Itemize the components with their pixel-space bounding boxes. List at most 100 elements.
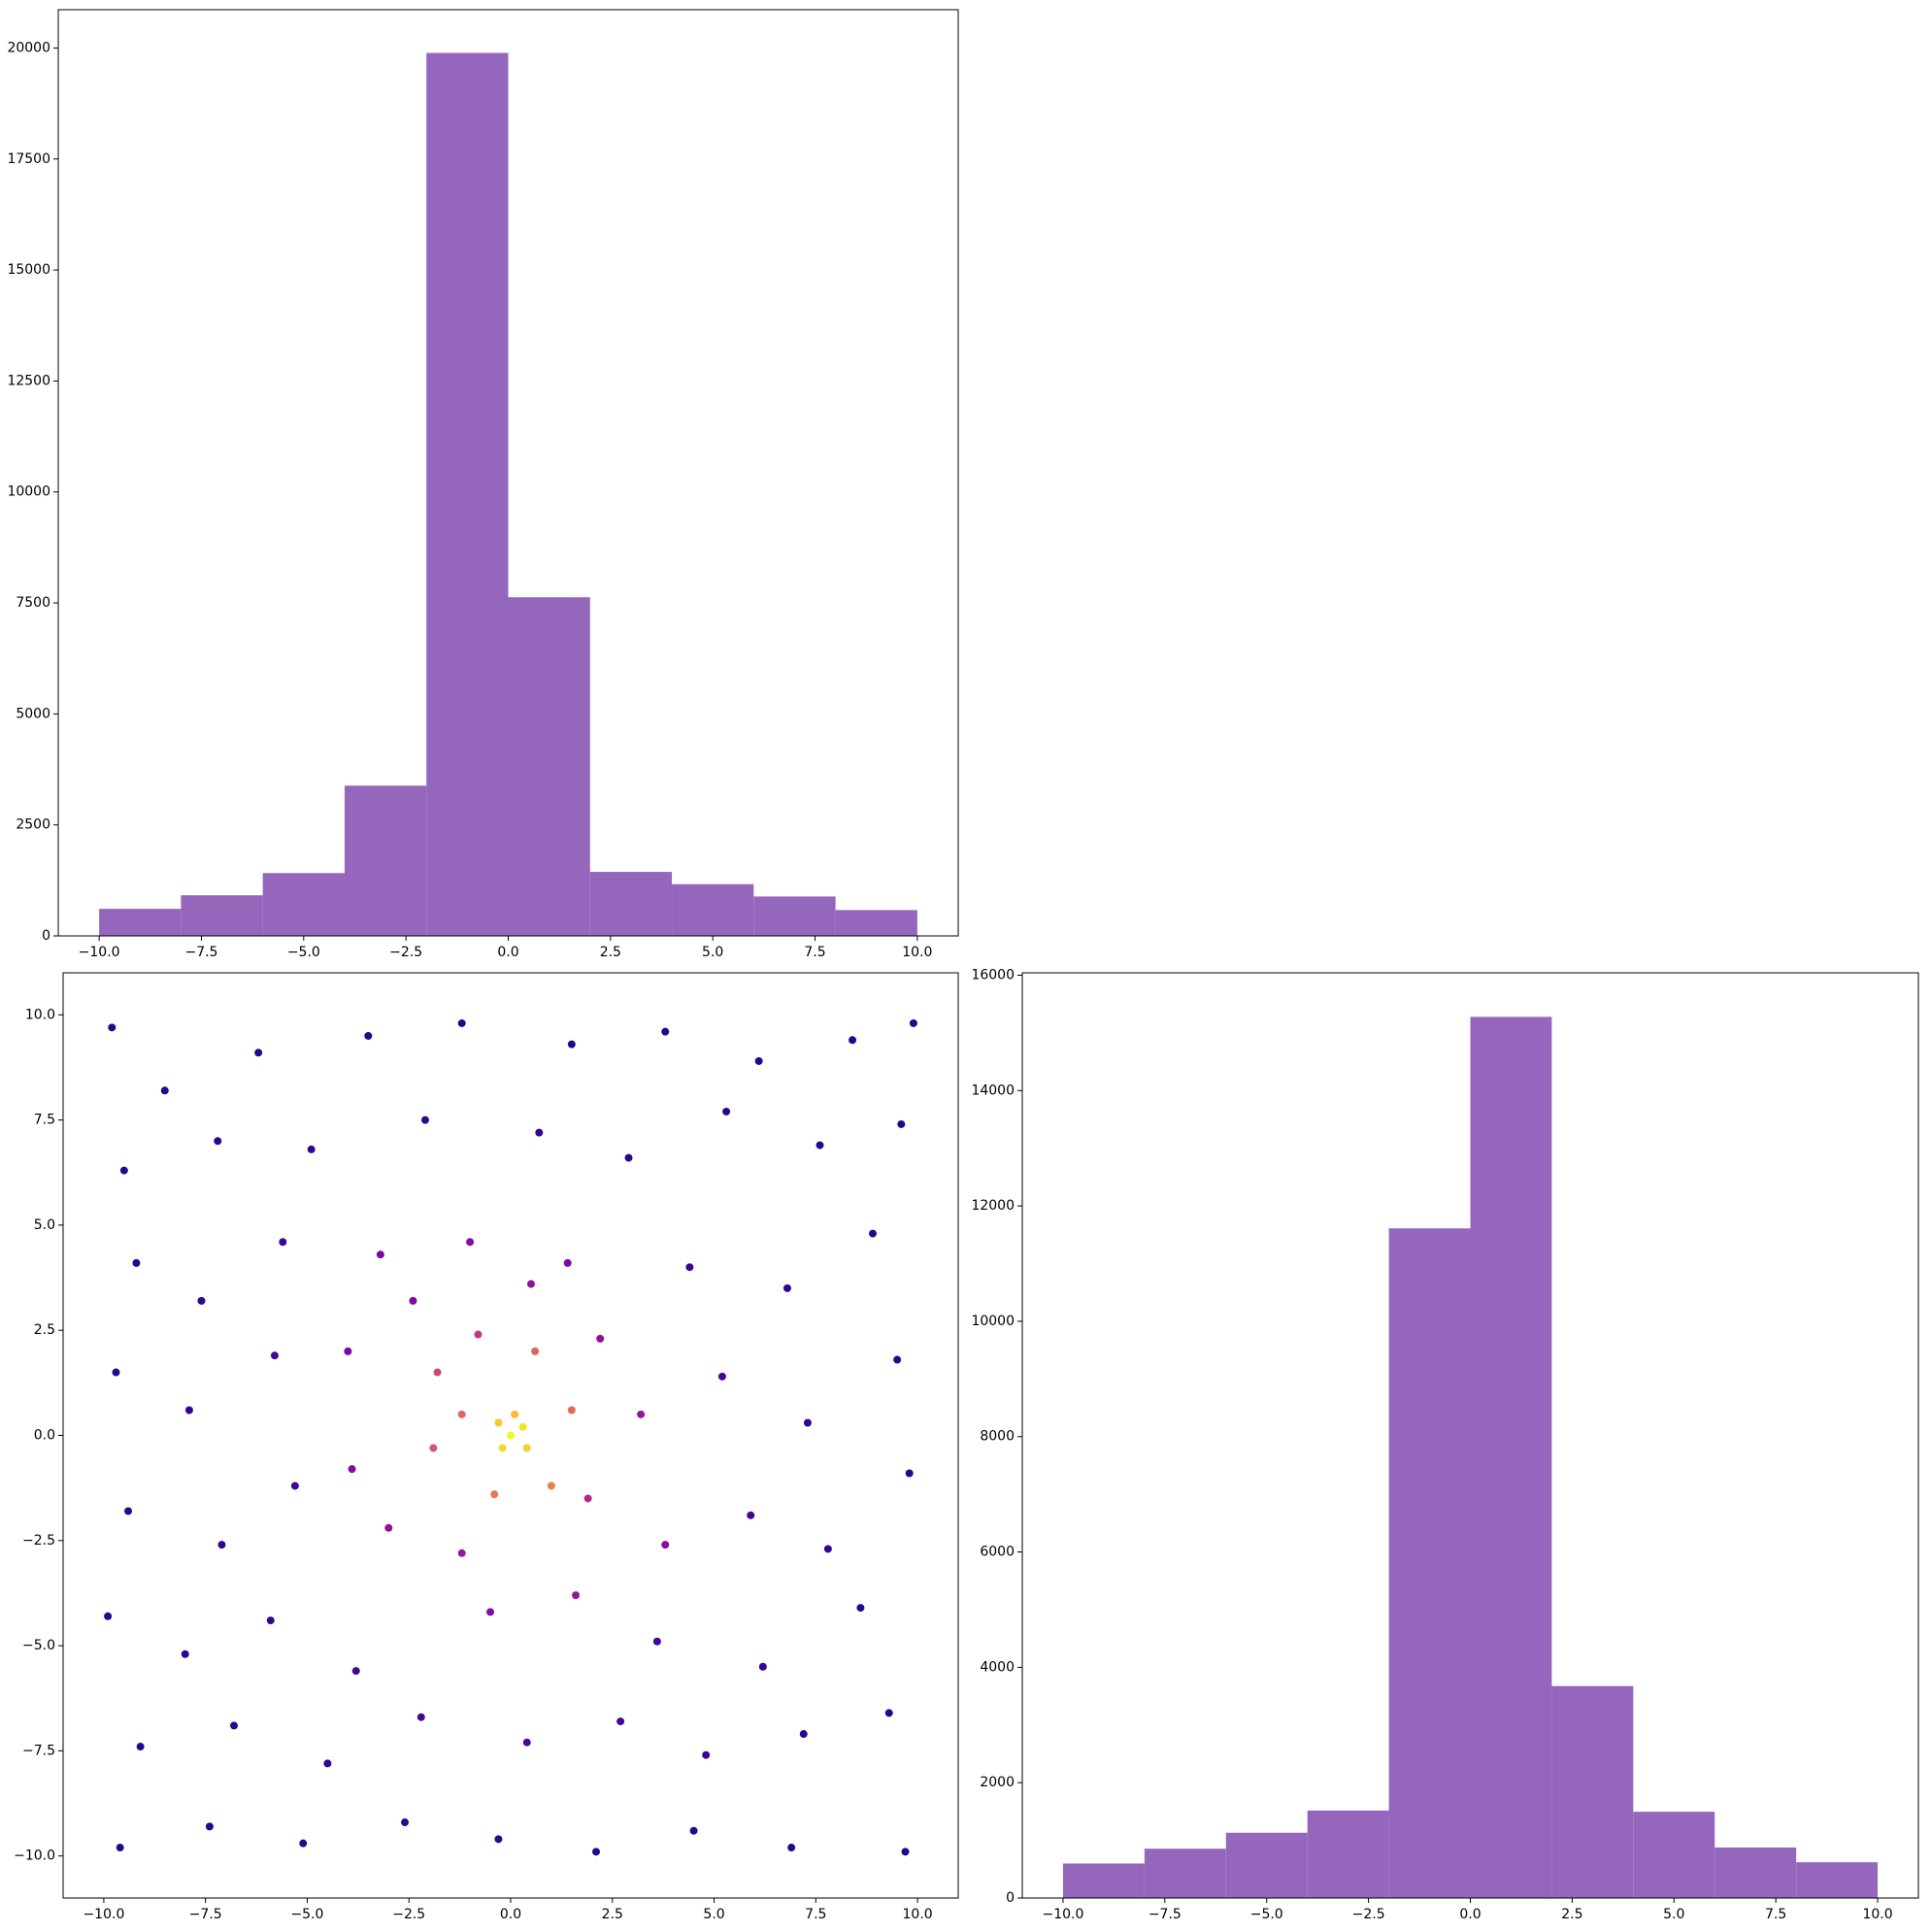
point [868,1229,877,1238]
point [782,1283,791,1292]
point [104,1612,113,1620]
point [722,1107,731,1116]
x-tick-label: 7.5 [1765,1907,1786,1922]
bar [672,883,754,936]
point [136,1743,145,1751]
point [116,1844,124,1852]
point [747,1511,755,1519]
y-tick-label: 5000 [16,706,50,721]
subplot: −10.0 −7.5 −5.0 −2.5 0.0 2.5 5.0 7.5 10.0 −10.0 −7… [14,972,959,1922]
x-tick-label: 2.5 [1561,1907,1582,1922]
bar [1715,1847,1797,1898]
bar [262,873,345,936]
point [572,1591,581,1600]
bar [1307,1810,1389,1898]
point [307,1145,316,1153]
point [279,1238,287,1247]
point [901,1848,910,1856]
point [547,1482,555,1490]
x-tick-label: −5.0 [1250,1907,1283,1922]
x-tick-label: 2.5 [602,1907,623,1922]
point [816,1141,824,1149]
x-tick-label: −10.0 [1043,1907,1084,1922]
bar [1796,1862,1879,1898]
x-tick-label: 5.0 [1663,1907,1684,1922]
bar [589,872,673,936]
bar [1062,1863,1145,1898]
bar [753,896,836,936]
x-tick-label: −2.5 [392,1907,425,1922]
point [457,1018,466,1027]
point [160,1086,169,1095]
point [717,1372,726,1381]
x-tick-label: 5.0 [703,1907,724,1922]
point [661,1027,670,1036]
point [616,1717,625,1726]
bar [344,785,427,936]
point [652,1637,661,1646]
y-tick-label: −5.0 [22,1638,55,1653]
point [384,1523,393,1532]
point [474,1330,483,1339]
y-tick-label: 12000 [971,1198,1015,1214]
y-tick-label: 10.0 [25,1007,55,1022]
point [511,1410,519,1418]
subplot: −10.0 −7.5 −5.0 −2.5 0.0 2.5 5.0 7.5 10.0 0 2000 40… [971,967,1919,1922]
point [624,1153,633,1162]
y-tick-label: 12500 [7,373,50,388]
point [205,1822,214,1831]
point [466,1238,475,1247]
point [522,1738,531,1747]
y-tick-label: 2.5 [34,1322,55,1338]
point [230,1721,239,1730]
point [567,1406,576,1415]
point [494,1835,503,1844]
y-tick-label: 14000 [971,1083,1015,1098]
point [563,1258,572,1267]
y-tick-label: −7.5 [22,1743,55,1758]
x-tick-label: −10.0 [79,945,120,960]
point [494,1418,503,1427]
point [849,1036,857,1045]
x-tick-label: 5.0 [702,945,723,960]
y-tick-label: 7500 [16,595,50,611]
point [526,1280,535,1288]
point [351,1667,360,1676]
x-tick-label: −7.5 [189,1907,222,1922]
y-tick-label: 20000 [7,40,50,55]
x-tick-label: 7.5 [804,945,825,960]
y-tick-label: 5.0 [34,1217,55,1233]
point [637,1410,646,1418]
point [266,1616,275,1625]
point [416,1713,425,1721]
point [905,1469,914,1478]
point [364,1031,373,1040]
x-tick-label: 7.5 [805,1907,826,1922]
point [685,1263,694,1272]
x-tick-label: −10.0 [83,1907,124,1922]
point [758,1662,767,1671]
point [909,1018,917,1027]
bar [1388,1228,1471,1898]
y-tick-label: 16000 [971,967,1015,983]
y-tick-label: −10.0 [14,1849,55,1864]
x-tick-label: 0.0 [1459,1907,1481,1922]
point [592,1848,601,1856]
point [661,1541,670,1549]
point [799,1730,808,1739]
y-tick-label: 4000 [980,1659,1015,1675]
y-tick-label: 0.0 [34,1428,55,1444]
x-tick-label: 0.0 [500,1907,521,1922]
point [490,1490,499,1499]
point [518,1422,527,1431]
point [433,1368,442,1377]
point [535,1128,544,1137]
y-tick-label: 10000 [7,484,50,500]
x-tick-label: −5.0 [290,1907,323,1922]
point [254,1049,263,1057]
point [409,1296,417,1305]
point [457,1410,466,1418]
point [401,1818,410,1827]
point [754,1056,763,1065]
point [119,1166,128,1175]
